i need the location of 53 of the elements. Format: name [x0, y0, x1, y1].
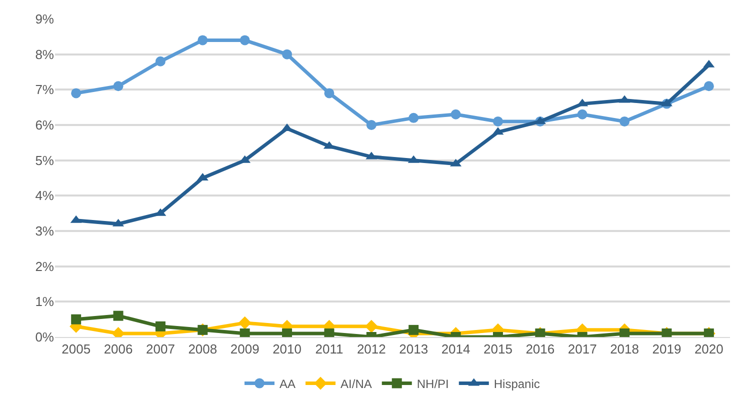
point — [71, 88, 82, 98]
x-tick-label: 2009 — [230, 342, 260, 357]
point — [324, 88, 334, 98]
legend-label: AA — [280, 376, 296, 391]
y-tick-label: 3% — [35, 224, 54, 239]
x-tick-label: 2014 — [441, 342, 470, 357]
legend-label: NH/PI — [416, 376, 449, 391]
point — [240, 35, 250, 46]
point — [282, 49, 292, 60]
point — [620, 328, 630, 337]
point — [408, 112, 419, 123]
y-tick-label: 0% — [35, 330, 54, 345]
y-tick-label: 1% — [35, 294, 54, 310]
point — [450, 109, 461, 120]
y-tick-label: 2% — [35, 258, 54, 274]
point — [577, 109, 588, 120]
point — [238, 316, 252, 330]
point — [113, 81, 124, 92]
point — [324, 328, 334, 337]
x-tick-label: 2020 — [694, 342, 724, 357]
y-tick-label: 8% — [35, 46, 54, 62]
point — [155, 56, 166, 66]
x-tick-label: 2018 — [610, 342, 639, 357]
y-tick-label: 9% — [35, 12, 54, 27]
point — [198, 35, 208, 46]
x-tick-label: 2005 — [62, 342, 91, 357]
point — [282, 328, 292, 337]
x-tick-label: 2008 — [188, 342, 218, 357]
x-tick-label: 2013 — [399, 342, 428, 357]
x-tick-label: 2015 — [484, 342, 512, 357]
x-tick-label: 2010 — [272, 342, 302, 357]
legend-label: Hispanic — [494, 376, 540, 391]
point — [71, 314, 82, 324]
x-tick-label: 2011 — [315, 342, 344, 357]
point — [155, 321, 166, 332]
point — [704, 81, 714, 92]
legend-label: AI/NA — [340, 376, 372, 391]
x-tick-label: 2016 — [526, 342, 555, 357]
point — [113, 310, 124, 321]
y-tick-label: 4% — [35, 188, 54, 204]
x-tick-label: 2006 — [104, 342, 133, 357]
point — [620, 116, 630, 126]
point — [364, 320, 378, 333]
x-tick-label: 2019 — [652, 342, 682, 357]
x-tick-label: 2007 — [146, 342, 175, 357]
point — [366, 120, 376, 130]
y-tick-label: 6% — [35, 118, 54, 133]
point — [492, 116, 503, 126]
x-tick-label: 2017 — [568, 342, 597, 357]
x-tick-label: 2012 — [356, 342, 386, 357]
point — [240, 328, 250, 337]
y-tick-label: 5% — [35, 152, 54, 168]
y-tick-label: 7% — [35, 82, 54, 98]
